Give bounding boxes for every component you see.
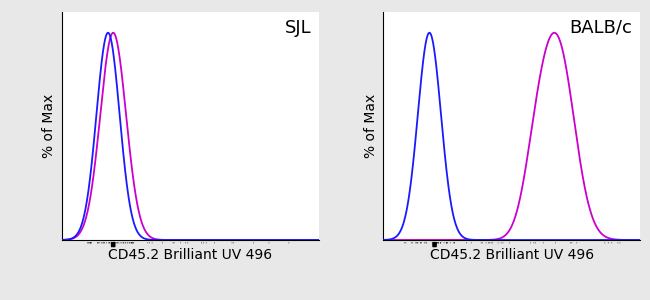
Y-axis label: % of Max: % of Max bbox=[42, 94, 56, 158]
Text: SJL: SJL bbox=[285, 19, 311, 37]
Text: BALB/c: BALB/c bbox=[569, 19, 632, 37]
Y-axis label: % of Max: % of Max bbox=[363, 94, 378, 158]
X-axis label: CD45.2 Brilliant UV 496: CD45.2 Brilliant UV 496 bbox=[430, 248, 593, 262]
X-axis label: CD45.2 Brilliant UV 496: CD45.2 Brilliant UV 496 bbox=[109, 248, 272, 262]
